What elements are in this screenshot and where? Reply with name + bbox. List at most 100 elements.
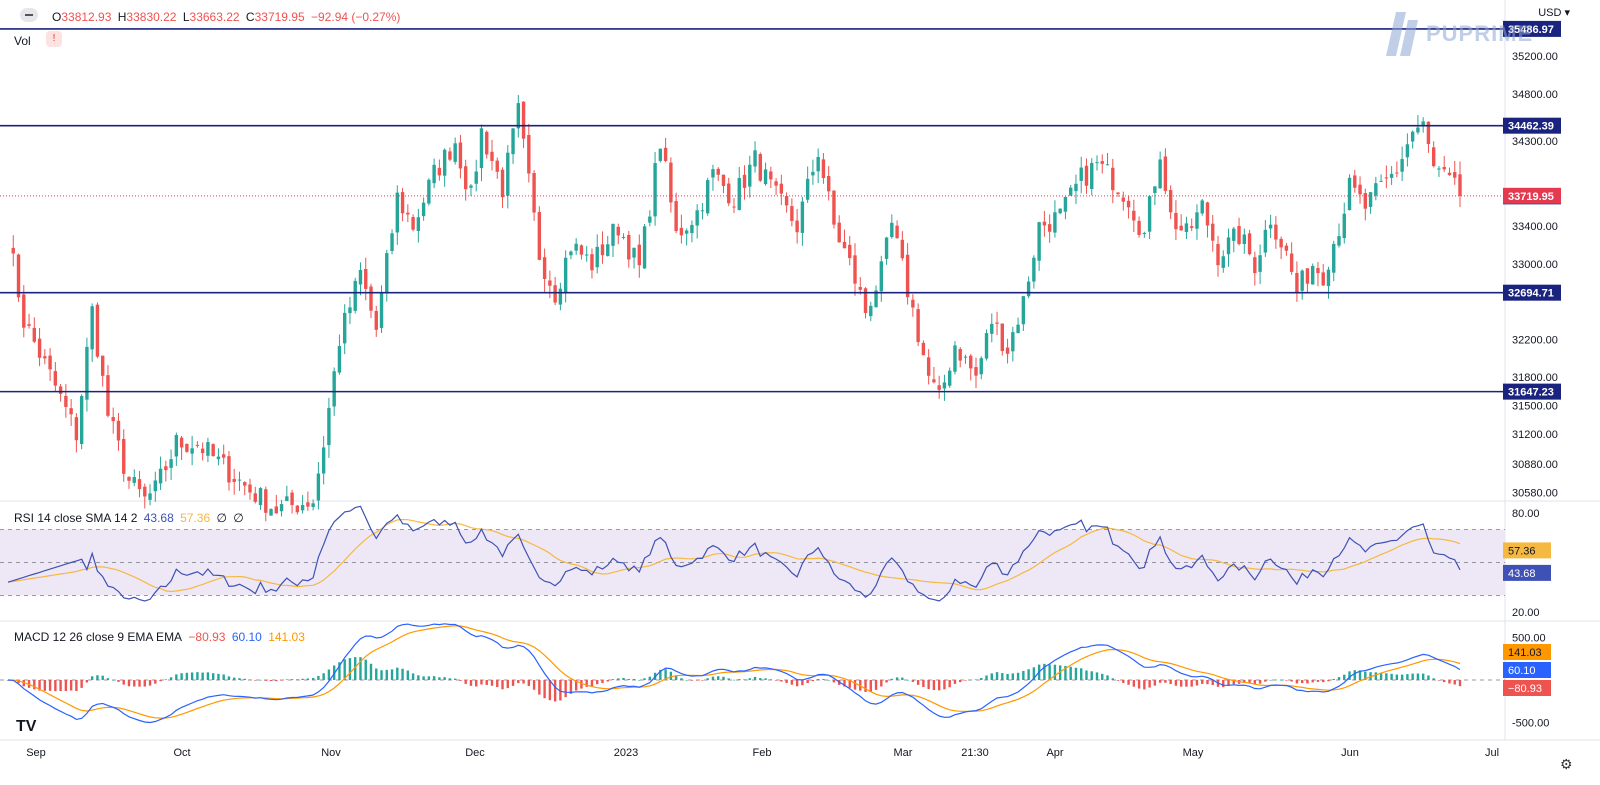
candle [1405, 144, 1410, 158]
currency-selector[interactable]: USD ▾ [1538, 7, 1570, 19]
candle [1326, 269, 1331, 287]
candle [947, 370, 952, 386]
macd-histogram-bar [811, 680, 815, 682]
macd-histogram-bar [980, 677, 983, 680]
macd-histogram-bar [1006, 673, 1009, 680]
candle [406, 212, 410, 215]
macd-histogram-bar [574, 680, 578, 691]
macd-axis-tick: 500.00 [1512, 633, 1546, 645]
price-axis-tick: 30580.00 [1512, 487, 1558, 499]
candle [974, 367, 978, 376]
rsi-extra-1: ∅ [216, 511, 227, 525]
candle [769, 171, 773, 180]
macd-histogram-bar [995, 672, 999, 680]
candle [364, 269, 368, 289]
candle [958, 348, 962, 361]
candle [537, 212, 542, 260]
macd-histogram-bar [1295, 680, 1299, 684]
macd-histogram-bar [548, 680, 552, 701]
volume-warning-icon[interactable]: ! [46, 31, 62, 47]
macd-histogram-bar [427, 676, 431, 680]
macd-histogram-bar [1243, 680, 1246, 683]
macd-histogram-bar [517, 680, 520, 684]
candle [1421, 121, 1425, 126]
candle [100, 355, 105, 376]
macd-histogram-bar [706, 678, 709, 680]
candle [563, 257, 568, 293]
macd-histogram-bar [990, 673, 993, 680]
macd-histogram-bar [953, 680, 957, 684]
candle [448, 151, 452, 160]
candle [1363, 193, 1368, 209]
macd-histogram-bar [1290, 680, 1293, 682]
candle [1047, 224, 1052, 232]
candle [926, 357, 931, 376]
candle [1037, 222, 1041, 261]
candle [1011, 332, 1015, 352]
rsi-sma-line [7, 518, 1461, 593]
rsi-extra-2: ∅ [233, 511, 244, 525]
macd-histogram-bar [1279, 679, 1283, 681]
candle [311, 503, 315, 507]
candle [74, 417, 79, 441]
candle [1137, 220, 1141, 235]
macd-value: 60.10 [231, 630, 262, 644]
macd-histogram-bar [1195, 680, 1199, 686]
macd-histogram-bar [822, 679, 825, 680]
candle [353, 280, 357, 311]
candle [574, 243, 578, 251]
candle [953, 345, 957, 372]
candle [695, 210, 699, 226]
macd-histogram-bar [211, 673, 215, 680]
candle [606, 244, 610, 256]
macd-histogram-bar [501, 680, 504, 690]
macd-histogram-bar [475, 680, 478, 687]
macd-histogram-bar [1211, 680, 1214, 686]
candle [1079, 167, 1083, 181]
candle [469, 185, 473, 188]
macd-histogram-bar [275, 680, 278, 682]
candle [690, 224, 694, 234]
candle [748, 164, 752, 187]
time-axis-tick: May [1183, 747, 1204, 759]
level-price-tag [1503, 20, 1561, 37]
candle [916, 309, 920, 343]
rsi-tag-label: 43.68 [1508, 568, 1536, 580]
macd-histogram-bar [217, 673, 220, 680]
tradingview-logo[interactable]: TV [16, 718, 37, 735]
legend-toggle-icon[interactable] [20, 8, 38, 22]
macd-histogram-bar [1158, 680, 1162, 683]
macd-histogram-bar [790, 680, 794, 685]
macd-histogram-bar [890, 678, 894, 680]
candle [506, 152, 510, 196]
macd-histogram-bar [590, 680, 594, 687]
candle [269, 508, 273, 516]
macd-histogram-bar [411, 673, 415, 680]
macd-histogram-bar [369, 663, 373, 680]
settings-gear-icon[interactable]: ⚙ [1560, 756, 1573, 772]
candle [243, 482, 247, 486]
candle [1342, 213, 1346, 239]
macd-histogram-bar [753, 676, 757, 680]
candle [711, 169, 715, 178]
macd-histogram-bar [459, 680, 462, 681]
candle [169, 459, 173, 468]
macd-histogram-bar [75, 680, 78, 691]
macd-histogram-bar [375, 668, 378, 680]
time-axis-tick: Feb [753, 747, 772, 759]
macd-histogram-bar [80, 680, 83, 688]
macd-histogram-bar [738, 679, 741, 680]
candle [1068, 187, 1073, 196]
macd-histogram-bar [311, 677, 315, 680]
low-value: 33663.22 [189, 10, 240, 24]
time-axis-tick: Oct [173, 747, 190, 759]
candle [879, 261, 884, 292]
macd-histogram-bar [85, 680, 89, 683]
candle [521, 101, 526, 139]
candle [1074, 183, 1078, 192]
macd-histogram-bar [206, 672, 210, 680]
candle [795, 220, 799, 233]
candle [358, 269, 363, 285]
